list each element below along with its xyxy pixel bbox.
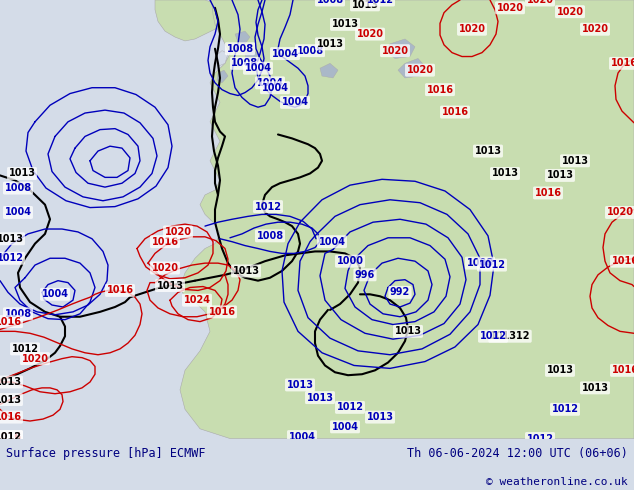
Text: 1004: 1004 <box>257 78 283 88</box>
Text: 1008: 1008 <box>297 46 323 56</box>
Text: 1012: 1012 <box>366 0 394 5</box>
Text: 1013: 1013 <box>316 39 344 49</box>
Text: 1012: 1012 <box>0 432 22 441</box>
Text: 1016: 1016 <box>0 432 22 441</box>
Text: 1008: 1008 <box>467 258 493 268</box>
Text: 1020: 1020 <box>526 0 553 5</box>
Text: 1012: 1012 <box>11 344 39 354</box>
Polygon shape <box>235 31 250 44</box>
Polygon shape <box>320 63 338 78</box>
Text: 1020: 1020 <box>458 24 486 34</box>
Text: 1012: 1012 <box>254 201 281 212</box>
Text: 1008: 1008 <box>4 183 32 193</box>
Text: 1000: 1000 <box>337 256 363 266</box>
Text: 1020: 1020 <box>382 46 408 56</box>
Text: Surface pressure [hPa] ECMWF: Surface pressure [hPa] ECMWF <box>6 447 206 461</box>
Text: 1013: 1013 <box>287 380 313 390</box>
Text: 1016: 1016 <box>534 188 562 198</box>
Text: 1008: 1008 <box>256 231 283 241</box>
Text: 1016: 1016 <box>612 256 634 266</box>
Text: 1020: 1020 <box>557 7 583 17</box>
Text: 1016: 1016 <box>107 285 134 295</box>
Text: 1012: 1012 <box>0 253 23 263</box>
Text: 1013: 1013 <box>157 281 183 291</box>
Text: 1016: 1016 <box>152 237 179 246</box>
Text: 1004: 1004 <box>4 207 32 218</box>
Text: 1008: 1008 <box>316 0 344 5</box>
Text: 1008: 1008 <box>226 44 254 54</box>
Text: 1004: 1004 <box>288 432 316 441</box>
Text: 1013: 1013 <box>8 169 36 178</box>
Text: 1012: 1012 <box>479 331 507 341</box>
Text: 1008: 1008 <box>231 58 259 68</box>
Text: 1012: 1012 <box>552 404 578 415</box>
Text: 1004: 1004 <box>271 49 299 59</box>
Text: 1013: 1013 <box>332 20 358 29</box>
Text: 1004: 1004 <box>318 237 346 246</box>
Text: 1013: 1013 <box>562 156 588 166</box>
Text: 1016: 1016 <box>0 317 22 327</box>
Text: 1013: 1013 <box>233 266 259 276</box>
Text: 1020: 1020 <box>152 263 179 273</box>
Polygon shape <box>217 70 228 83</box>
Text: 1016: 1016 <box>612 366 634 375</box>
Text: 1020: 1020 <box>164 227 191 237</box>
Text: 1016: 1016 <box>0 412 22 422</box>
Polygon shape <box>215 50 228 66</box>
Text: 1004: 1004 <box>281 98 309 107</box>
Text: 1016: 1016 <box>427 85 453 95</box>
Polygon shape <box>155 0 230 41</box>
Text: 1020: 1020 <box>607 207 633 218</box>
Text: 1012: 1012 <box>337 402 363 413</box>
Text: 1012: 1012 <box>526 434 553 443</box>
Text: 1004: 1004 <box>261 83 288 93</box>
Text: 1013: 1013 <box>0 377 22 387</box>
Polygon shape <box>245 49 258 61</box>
Text: 1016: 1016 <box>209 307 235 317</box>
Text: 1024: 1024 <box>183 295 210 305</box>
Polygon shape <box>398 58 425 78</box>
Text: 1020: 1020 <box>496 3 524 13</box>
Text: 101312: 101312 <box>489 331 530 341</box>
Text: 1004: 1004 <box>41 289 68 299</box>
Text: 1020: 1020 <box>581 24 609 34</box>
Text: 1013: 1013 <box>306 392 333 403</box>
Polygon shape <box>180 0 634 439</box>
Text: 1020: 1020 <box>22 354 48 364</box>
Text: 1013: 1013 <box>474 146 501 156</box>
Text: 1013: 1013 <box>0 234 23 244</box>
Text: 1008: 1008 <box>4 309 32 319</box>
Text: 1012: 1012 <box>479 260 505 270</box>
Text: 1013: 1013 <box>0 394 22 405</box>
Text: 1004: 1004 <box>245 63 271 73</box>
Text: 1013: 1013 <box>394 326 422 336</box>
Text: 1020: 1020 <box>356 29 384 39</box>
Polygon shape <box>385 39 415 58</box>
Text: 1004: 1004 <box>332 422 358 432</box>
Text: 1016: 1016 <box>611 58 634 68</box>
Text: 1013: 1013 <box>547 366 574 375</box>
Text: 1013: 1013 <box>351 0 378 10</box>
Text: 1013: 1013 <box>547 171 574 180</box>
Text: 1013: 1013 <box>491 169 519 178</box>
Text: 1016: 1016 <box>441 107 469 117</box>
Text: 1020: 1020 <box>406 65 434 75</box>
Text: 992: 992 <box>390 287 410 297</box>
Text: 1013: 1013 <box>581 383 609 393</box>
Text: Th 06-06-2024 12:00 UTC (06+06): Th 06-06-2024 12:00 UTC (06+06) <box>407 447 628 461</box>
Text: 996: 996 <box>355 270 375 280</box>
Text: © weatheronline.co.uk: © weatheronline.co.uk <box>486 477 628 487</box>
Text: 1013: 1013 <box>366 412 394 422</box>
